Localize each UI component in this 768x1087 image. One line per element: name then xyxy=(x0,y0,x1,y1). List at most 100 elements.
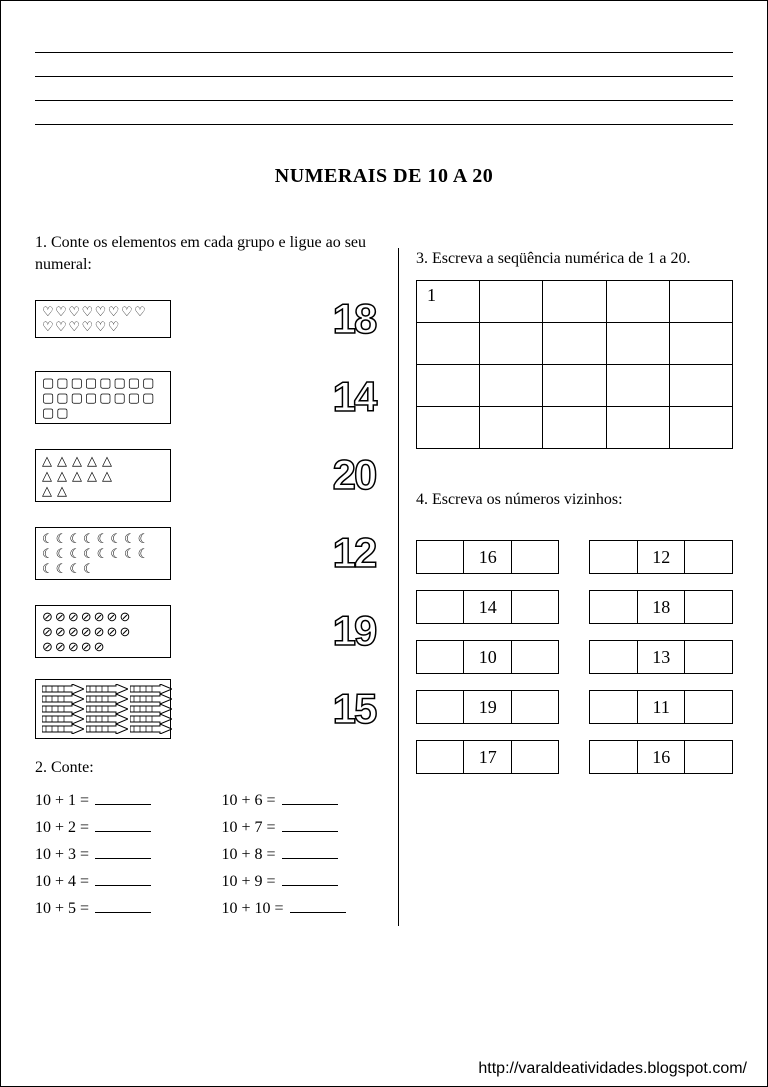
neighbors-grid: 16121418101319111716 xyxy=(416,540,733,774)
footer-url: http://varaldeatividades.blogspot.com/ xyxy=(478,1060,747,1078)
answer-blank[interactable] xyxy=(95,791,151,805)
neighbor-blank-before[interactable] xyxy=(590,741,638,773)
neighbor-center: 16 xyxy=(464,541,512,573)
neighbor-center: 17 xyxy=(464,741,512,773)
ex2-col2: 10 + 6 = 10 + 7 = 10 + 8 = 10 + 9 = 10 +… xyxy=(221,791,385,926)
answer-blank[interactable] xyxy=(95,872,151,886)
neighbor-center: 19 xyxy=(464,691,512,723)
answer-blank[interactable] xyxy=(282,845,338,859)
sequence-cell[interactable] xyxy=(669,322,732,364)
sequence-cell[interactable]: 1 xyxy=(416,280,479,322)
neighbor-blank-after[interactable] xyxy=(685,691,732,723)
sequence-cell[interactable] xyxy=(543,280,606,322)
neighbor-item: 10 xyxy=(416,640,560,674)
ex1-row: △△△△△△△△△△△△ 20 xyxy=(35,441,386,509)
sequence-cell[interactable] xyxy=(606,322,669,364)
answer-blank[interactable] xyxy=(282,872,338,886)
answer-blank[interactable] xyxy=(290,899,346,913)
header-writing-lines[interactable] xyxy=(35,29,733,125)
header-line[interactable] xyxy=(35,53,733,77)
neighbor-center: 18 xyxy=(638,591,686,623)
ex2-instruction: 2. Conte: xyxy=(35,757,386,779)
neighbor-blank-after[interactable] xyxy=(512,541,559,573)
match-number[interactable]: 14 xyxy=(322,373,386,421)
ex2-col1: 10 + 1 = 10 + 2 = 10 + 3 = 10 + 4 = 10 +… xyxy=(35,791,199,926)
addition-item: 10 + 8 = xyxy=(221,845,385,864)
sequence-cell[interactable] xyxy=(543,364,606,406)
addition-item: 10 + 6 = xyxy=(221,791,385,810)
neighbor-blank-after[interactable] xyxy=(512,591,559,623)
neighbor-item: 11 xyxy=(589,690,733,724)
neighbor-item: 18 xyxy=(589,590,733,624)
neighbor-blank-after[interactable] xyxy=(685,741,732,773)
neighbor-blank-after[interactable] xyxy=(512,641,559,673)
answer-blank[interactable] xyxy=(95,845,151,859)
addition-item: 10 + 10 = xyxy=(221,899,385,918)
addition-item: 10 + 9 = xyxy=(221,872,385,891)
sequence-cell[interactable] xyxy=(480,364,543,406)
neighbor-blank-before[interactable] xyxy=(590,541,638,573)
content-columns: 1. Conte os elementos em cada grupo e li… xyxy=(35,232,733,926)
count-group-heart: ♡♡♡♡♡♡♡♡♡♡♡♡♡♡ xyxy=(35,300,171,338)
header-line[interactable] xyxy=(35,77,733,101)
neighbor-blank-before[interactable] xyxy=(417,591,465,623)
answer-blank[interactable] xyxy=(282,818,338,832)
neighbor-blank-after[interactable] xyxy=(685,591,732,623)
neighbor-item: 16 xyxy=(416,540,560,574)
neighbor-blank-after[interactable] xyxy=(512,741,559,773)
sequence-cell[interactable] xyxy=(543,406,606,448)
addition-item: 10 + 4 = xyxy=(35,872,199,891)
neighbor-blank-before[interactable] xyxy=(417,541,465,573)
match-number[interactable]: 20 xyxy=(322,451,386,499)
neighbor-blank-before[interactable] xyxy=(417,641,465,673)
ex3-instruction: 3. Escreva a seqüência numérica de 1 a 2… xyxy=(416,248,733,270)
sequence-table[interactable]: 1 xyxy=(416,280,733,449)
answer-blank[interactable] xyxy=(282,791,338,805)
header-line[interactable] xyxy=(35,29,733,53)
count-group-triangle: △△△△△△△△△△△△ xyxy=(35,449,171,502)
sequence-cell[interactable] xyxy=(480,280,543,322)
sequence-cell[interactable] xyxy=(606,406,669,448)
right-column: 3. Escreva a seqüência numérica de 1 a 2… xyxy=(398,232,733,926)
match-number[interactable]: 12 xyxy=(322,529,386,577)
neighbor-blank-after[interactable] xyxy=(685,641,732,673)
sequence-cell[interactable] xyxy=(416,406,479,448)
ex1-row: ☾☾☾☾☾☾☾☾☾☾☾☾☾☾☾☾☾☾☾☾ 12 xyxy=(35,519,386,587)
sequence-cell[interactable] xyxy=(416,322,479,364)
neighbor-blank-after[interactable] xyxy=(512,691,559,723)
neighbor-center: 12 xyxy=(638,541,686,573)
sequence-cell[interactable] xyxy=(669,364,732,406)
neighbor-blank-before[interactable] xyxy=(417,691,465,723)
ex2-columns: 10 + 1 = 10 + 2 = 10 + 3 = 10 + 4 = 10 +… xyxy=(35,791,386,926)
ex1-row: ♡♡♡♡♡♡♡♡♡♡♡♡♡♡ 18 xyxy=(35,285,386,353)
match-number[interactable]: 15 xyxy=(322,685,386,733)
header-line[interactable] xyxy=(35,101,733,125)
sequence-cell[interactable] xyxy=(416,364,479,406)
neighbor-blank-before[interactable] xyxy=(590,691,638,723)
neighbor-blank-after[interactable] xyxy=(685,541,732,573)
sequence-cell[interactable] xyxy=(669,280,732,322)
count-group-square: ▢▢▢▢▢▢▢▢▢▢▢▢▢▢▢▢▢▢ xyxy=(35,371,171,424)
ex1-instruction: 1. Conte os elementos em cada grupo e li… xyxy=(35,232,386,275)
sequence-cell[interactable] xyxy=(606,280,669,322)
addition-item: 10 + 1 = xyxy=(35,791,199,810)
sequence-cell[interactable] xyxy=(606,364,669,406)
neighbor-blank-before[interactable] xyxy=(417,741,465,773)
answer-blank[interactable] xyxy=(95,899,151,913)
answer-blank[interactable] xyxy=(95,818,151,832)
ex1-rows: ♡♡♡♡♡♡♡♡♡♡♡♡♡♡ 18 ▢▢▢▢▢▢▢▢▢▢▢▢▢▢▢▢▢▢ 14 △△△△… xyxy=(35,285,386,743)
addition-item: 10 + 5 = xyxy=(35,899,199,918)
match-number[interactable]: 19 xyxy=(322,607,386,655)
sequence-cell[interactable] xyxy=(669,406,732,448)
sequence-cell[interactable] xyxy=(543,322,606,364)
count-group-slash-circle: ⊘⊘⊘⊘⊘⊘⊘⊘⊘⊘⊘⊘⊘⊘⊘⊘⊘⊘⊘ xyxy=(35,605,171,658)
neighbor-center: 16 xyxy=(638,741,686,773)
sequence-cell[interactable] xyxy=(480,406,543,448)
neighbor-blank-before[interactable] xyxy=(590,641,638,673)
match-number[interactable]: 18 xyxy=(322,295,386,343)
neighbor-blank-before[interactable] xyxy=(590,591,638,623)
count-group-moon: ☾☾☾☾☾☾☾☾☾☾☾☾☾☾☾☾☾☾☾☾ xyxy=(35,527,171,580)
sequence-cell[interactable] xyxy=(480,322,543,364)
ex2: 2. Conte: 10 + 1 = 10 + 2 = 10 + 3 = 10 … xyxy=(35,757,386,926)
worksheet-page: NUMERAIS DE 10 A 20 1. Conte os elemento… xyxy=(0,0,768,1087)
